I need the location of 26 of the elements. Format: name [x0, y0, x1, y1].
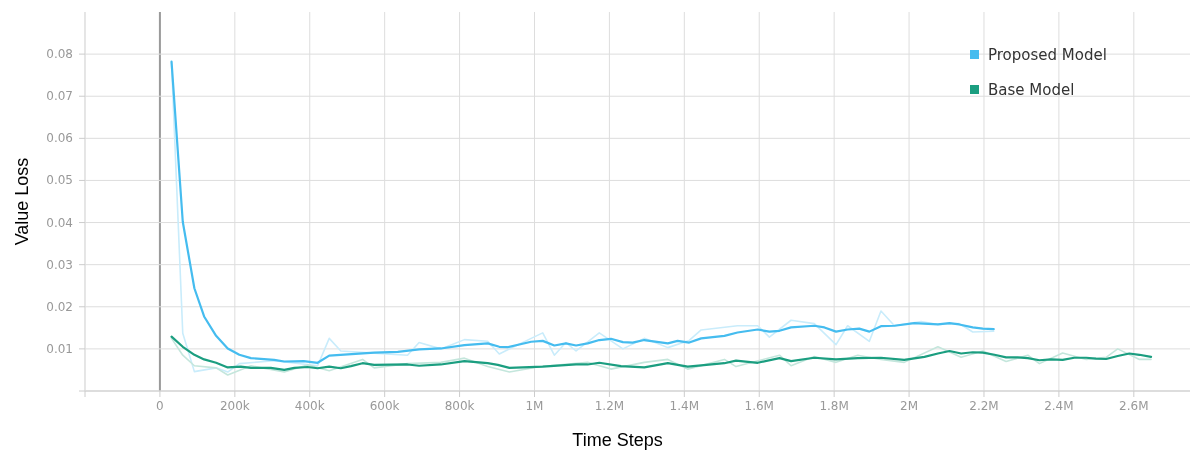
x-tick-label: 1.2M [594, 399, 625, 413]
y-axis-title: Value Loss [12, 157, 32, 246]
y-tick-label: 0.03 [46, 257, 73, 272]
x-tick-label: 2.2M [969, 399, 999, 413]
x-tick-label: 600k [369, 399, 400, 413]
y-tick-label: 0.08 [46, 47, 73, 62]
x-tick-label: 2.6M [1119, 399, 1149, 413]
y-tick-label: 0.04 [46, 215, 73, 230]
x-tick-label: 1.8M [819, 399, 849, 413]
y-tick-label: 0.06 [46, 131, 73, 146]
x-tick-label: 200k [219, 399, 250, 413]
legend-label: Proposed Model [988, 46, 1107, 64]
y-tick-label: 0.01 [46, 341, 73, 356]
x-tick-label: 1.4M [669, 399, 700, 413]
y-tick-label: 0.07 [46, 89, 73, 104]
x-tick-label: 2M [900, 399, 919, 413]
x-tick-label: 800k [444, 399, 475, 413]
x-tick-label: 400k [294, 399, 325, 413]
x-axis-title: Time Steps [572, 430, 663, 450]
legend-label: Base Model [988, 81, 1075, 99]
x-tick-label: 0 [156, 399, 164, 413]
x-tick-label: 1M [525, 399, 544, 413]
x-tick-label: 1.6M [744, 399, 774, 413]
y-tick-label: 0.05 [46, 173, 73, 188]
y-tick-label: 0.02 [46, 299, 73, 314]
x-tick-label: 2.4M [1044, 399, 1074, 413]
